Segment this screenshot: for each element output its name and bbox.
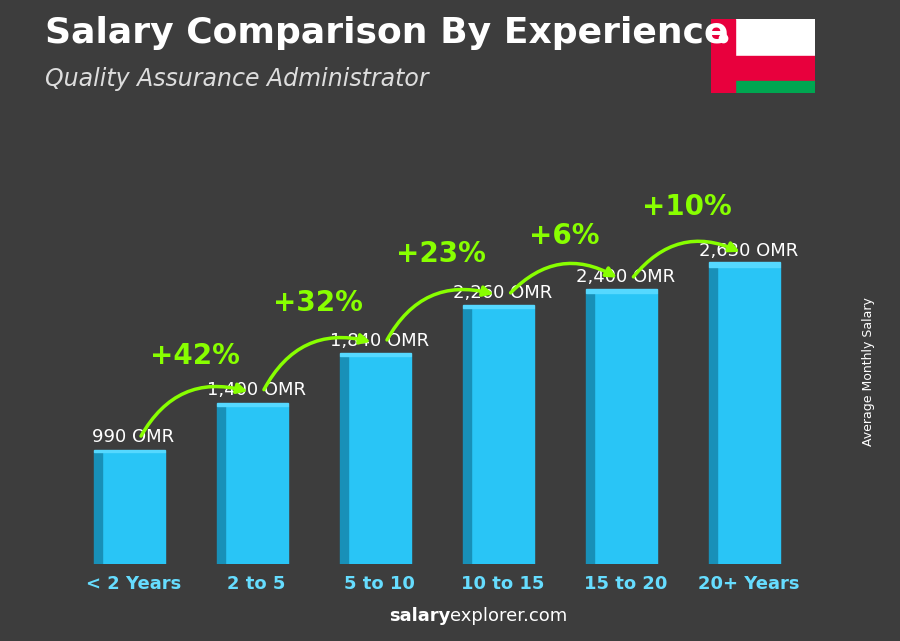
- Text: +42%: +42%: [150, 342, 240, 369]
- Text: Salary Comparison By Experience: Salary Comparison By Experience: [45, 16, 728, 50]
- Bar: [217, 403, 289, 406]
- Text: explorer.com: explorer.com: [450, 607, 567, 625]
- Bar: [347, 356, 411, 564]
- Bar: [586, 292, 593, 564]
- Text: 1,400 OMR: 1,400 OMR: [207, 381, 306, 399]
- Text: +10%: +10%: [642, 194, 732, 221]
- Bar: [340, 356, 347, 564]
- Text: +6%: +6%: [528, 222, 599, 249]
- Bar: [735, 19, 814, 56]
- Text: 2,400 OMR: 2,400 OMR: [576, 269, 675, 287]
- Text: 1,840 OMR: 1,840 OMR: [330, 332, 429, 350]
- Bar: [735, 56, 814, 81]
- Bar: [340, 353, 411, 356]
- Bar: [94, 452, 102, 564]
- Bar: [102, 452, 166, 564]
- Text: +32%: +32%: [273, 290, 363, 317]
- Bar: [464, 308, 471, 564]
- Bar: [224, 406, 289, 564]
- Bar: [709, 262, 780, 267]
- Bar: [716, 267, 780, 564]
- Text: Quality Assurance Administrator: Quality Assurance Administrator: [45, 67, 428, 91]
- Text: 990 OMR: 990 OMR: [93, 428, 175, 446]
- Bar: [711, 19, 735, 93]
- Text: +23%: +23%: [396, 240, 486, 268]
- Text: 2,630 OMR: 2,630 OMR: [699, 242, 798, 260]
- Bar: [735, 81, 814, 93]
- Text: salary: salary: [389, 607, 450, 625]
- Bar: [94, 451, 166, 452]
- Bar: [464, 304, 535, 308]
- Bar: [471, 308, 535, 564]
- Bar: [586, 288, 658, 292]
- Text: Average Monthly Salary: Average Monthly Salary: [862, 297, 875, 446]
- Bar: [709, 267, 716, 564]
- Bar: [593, 292, 658, 564]
- Bar: [217, 406, 224, 564]
- Text: 2,260 OMR: 2,260 OMR: [453, 284, 552, 302]
